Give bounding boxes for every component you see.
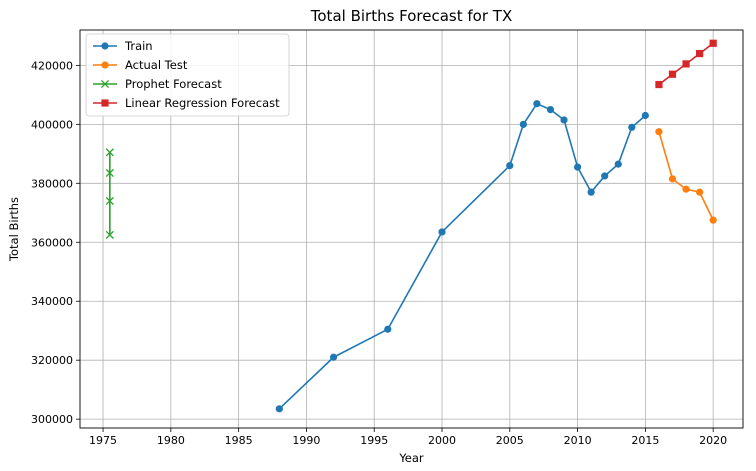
train-point <box>546 106 555 114</box>
train-point <box>628 123 636 131</box>
linear-regression-forecast-point <box>696 49 704 58</box>
y-tick-label: 380000 <box>31 177 73 190</box>
prophet-forecast-point <box>105 148 114 157</box>
series-layer <box>105 39 717 413</box>
legend-item-actual-test: Actual Test <box>93 58 188 72</box>
train-point <box>573 163 582 171</box>
legend-actual-test-point <box>101 61 109 69</box>
prophet-forecast-point <box>105 196 114 206</box>
legend: Train Actual Test Prophet Forecast Linear R… <box>85 33 290 117</box>
x-tick-label: 2020 <box>699 434 727 447</box>
x-tick-label: 2015 <box>631 434 659 447</box>
y-tick-label: 340000 <box>31 295 73 308</box>
train-point <box>601 172 609 180</box>
train-point <box>587 188 595 196</box>
train-series <box>275 100 649 413</box>
actual-test-point <box>709 216 717 224</box>
actual-test-series <box>655 128 717 224</box>
y-axis-label: Total Births <box>7 197 21 262</box>
plot-frame <box>79 29 744 429</box>
y-tick-label: 420000 <box>31 59 73 72</box>
x-tick-label: 1990 <box>292 434 320 447</box>
linear-regression-forecast-point <box>655 80 663 89</box>
train-point <box>506 162 514 170</box>
train-point <box>275 405 283 413</box>
x-tick-label: 2000 <box>428 434 456 447</box>
legend-item-train: Train <box>93 39 153 53</box>
prophet-forecast-series <box>105 148 114 239</box>
chart-title: Total Births Forecast for TX <box>310 7 512 25</box>
linear-regression-forecast-point <box>682 60 690 68</box>
x-tick-label: 1995 <box>360 434 388 447</box>
legend-label: Train <box>124 39 153 53</box>
linear-regression-forecast-series <box>655 39 717 89</box>
x-axis-label: Year <box>398 451 424 465</box>
train-point <box>533 100 541 108</box>
linear-regression-forecast-point <box>668 70 677 78</box>
legend-item-linear-regression-forecast: Linear Regression Forecast <box>93 96 280 110</box>
ticks-layer: 1975 1980 1985 1990 1995 2000 2005 2010 2015 2020… <box>31 59 727 447</box>
train-point <box>641 111 649 120</box>
linear-regression-forecast-point <box>709 39 717 47</box>
train-point <box>560 116 568 124</box>
actual-test-point <box>696 188 704 196</box>
train-point <box>438 228 446 236</box>
y-tick-label: 400000 <box>31 118 73 131</box>
train-point <box>519 120 527 128</box>
train-line <box>278 102 646 410</box>
legend-item-prophet-forecast: Prophet Forecast <box>93 77 222 91</box>
legend-label: Prophet Forecast <box>125 77 222 91</box>
prophet-forecast-point <box>105 168 114 178</box>
actual-test-point <box>668 175 677 183</box>
y-tick-label: 300000 <box>31 413 73 426</box>
y-tick-label: 360000 <box>31 236 73 249</box>
legend-prophet-forecast-point <box>100 79 110 89</box>
y-tick-label: 320000 <box>31 354 73 367</box>
legend-label: Linear Regression Forecast <box>125 96 280 110</box>
x-tick-label: 1980 <box>157 434 185 447</box>
x-tick-label: 2005 <box>496 434 524 447</box>
train-point <box>614 160 622 168</box>
x-tick-label: 2010 <box>564 434 592 447</box>
actual-test-point <box>682 185 690 193</box>
legend-box <box>85 33 290 117</box>
legend-train-point <box>101 42 109 50</box>
legend-linear-regression-forecast-point <box>101 99 109 107</box>
train-point <box>329 353 338 361</box>
x-tick-label: 1985 <box>225 434 253 447</box>
actual-test-point <box>655 128 663 136</box>
prophet-forecast-point <box>105 230 114 239</box>
x-tick-label: 1975 <box>89 434 117 447</box>
train-point <box>384 325 392 333</box>
legend-label: Actual Test <box>125 58 188 72</box>
actual-test-line <box>658 131 714 221</box>
